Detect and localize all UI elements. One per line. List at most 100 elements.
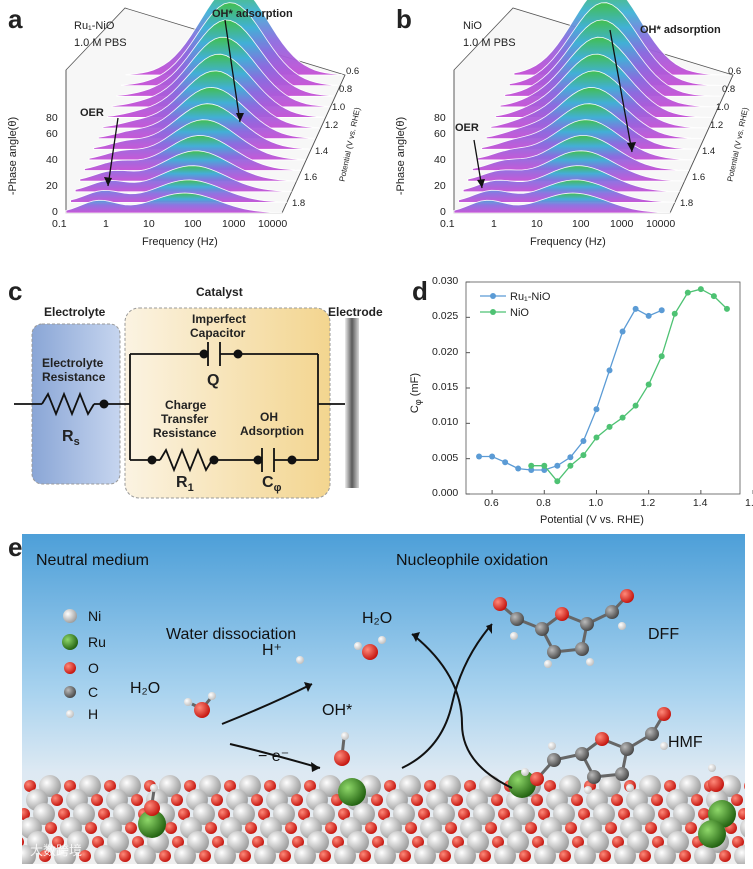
x-tick: 10 bbox=[143, 218, 155, 230]
oxygen-atom bbox=[51, 794, 63, 806]
y-tick-label: 0.030 bbox=[432, 275, 459, 287]
oxygen-atom bbox=[285, 822, 297, 834]
oxygen-atom bbox=[618, 808, 630, 820]
nickel-atom bbox=[273, 803, 295, 825]
oxygen-atom bbox=[92, 836, 104, 848]
nickel-atom bbox=[193, 803, 215, 825]
panel-b-label: b bbox=[396, 4, 412, 34]
nickel-atom bbox=[639, 775, 661, 797]
legend-ni: Ni bbox=[88, 608, 102, 624]
hydrogen bbox=[626, 784, 634, 792]
hydrogen bbox=[510, 632, 518, 640]
oxygen-atom bbox=[605, 822, 617, 834]
proton bbox=[296, 656, 304, 664]
nickel-atom bbox=[107, 831, 129, 853]
y-tick: 20 bbox=[46, 180, 58, 192]
nickel-atom bbox=[427, 831, 449, 853]
z-tick: 1.4 bbox=[702, 146, 716, 157]
water-hydrogen bbox=[208, 692, 216, 700]
z-tick: 1.2 bbox=[710, 120, 724, 131]
nickel-atom bbox=[467, 831, 489, 853]
panel-a-electrolyte: 1.0 M PBS bbox=[74, 37, 127, 49]
r1-symbol: R1 bbox=[176, 474, 194, 494]
data-point bbox=[632, 402, 639, 409]
nickel-atom bbox=[414, 845, 436, 864]
oxygen-atom bbox=[319, 850, 331, 862]
nickel-atom bbox=[267, 831, 289, 853]
oxygen-atom bbox=[279, 850, 291, 862]
oxygen-atom bbox=[104, 780, 116, 792]
rs-subscript: s bbox=[73, 436, 80, 449]
oxygen-atom bbox=[458, 808, 470, 820]
nickel-atom bbox=[599, 775, 621, 797]
legend-label: Ru₁-NiO bbox=[510, 291, 551, 303]
data-point bbox=[723, 305, 730, 312]
nickel-atom bbox=[199, 775, 221, 797]
nickel-atom bbox=[473, 803, 495, 825]
oxygen-atom bbox=[258, 808, 270, 820]
water-hydrogen bbox=[354, 642, 362, 650]
nickel-atom bbox=[740, 818, 745, 838]
x-tick: 1000 bbox=[222, 218, 246, 230]
y-tick: 20 bbox=[434, 180, 446, 192]
oxygen-atom bbox=[424, 780, 436, 792]
x-tick-label: 1. bbox=[745, 497, 753, 509]
x-tick: 100 bbox=[572, 218, 590, 230]
nickel-atom bbox=[27, 831, 49, 853]
z-tick: 0.8 bbox=[339, 84, 353, 95]
oxygen-atom bbox=[679, 850, 691, 862]
panel-b-sample: NiO bbox=[463, 20, 482, 32]
nickel-atom bbox=[67, 831, 89, 853]
hydrogen bbox=[548, 742, 556, 750]
cphi-chart: Ru₁-NiO NiO bbox=[465, 281, 753, 495]
oxygen bbox=[620, 589, 634, 603]
legend-c: C bbox=[88, 684, 99, 700]
oxygen-atom bbox=[332, 836, 344, 848]
nickel-atom bbox=[433, 803, 455, 825]
oh-oxygen bbox=[144, 800, 160, 816]
ring-carbon bbox=[587, 770, 601, 784]
oxygen-atom bbox=[178, 808, 190, 820]
z-tick: 0.6 bbox=[346, 66, 360, 77]
r1-desc-2: Transfer bbox=[161, 412, 209, 426]
water-hydrogen bbox=[378, 636, 386, 644]
ruthenium-atom bbox=[508, 770, 536, 798]
ring-carbon bbox=[620, 742, 634, 756]
x-tick: 100 bbox=[184, 218, 202, 230]
h-plus-label: H⁺ bbox=[262, 642, 282, 659]
oxygen-atom bbox=[445, 822, 457, 834]
nickel-atom bbox=[513, 803, 535, 825]
nickel-atom bbox=[319, 775, 341, 797]
process-label: Nucleophile oxidation bbox=[396, 552, 549, 569]
nickel-atom bbox=[614, 845, 636, 864]
legend-h-atom bbox=[66, 710, 74, 718]
nickel-atom bbox=[119, 775, 141, 797]
catalyst-box bbox=[124, 307, 331, 499]
oxygen-atom bbox=[218, 808, 230, 820]
oxygen-atom bbox=[479, 850, 491, 862]
series-line bbox=[531, 288, 728, 483]
nickel-atom bbox=[627, 831, 649, 853]
nickel-atom bbox=[94, 845, 116, 864]
nickel-atom bbox=[134, 845, 156, 864]
circuit-electrolyte-label: Electrolyte bbox=[44, 305, 106, 319]
data-point bbox=[697, 286, 704, 293]
hydrogen bbox=[660, 742, 668, 750]
y-tick: 60 bbox=[434, 128, 446, 140]
panel-a-sample: Ru₁-NiO bbox=[74, 20, 115, 32]
rs-desc-1: Electrolyte bbox=[42, 356, 104, 370]
nickel-atom bbox=[174, 845, 196, 864]
data-point bbox=[489, 453, 496, 460]
nickel-atom bbox=[254, 845, 276, 864]
oxygen-atom bbox=[525, 822, 537, 834]
oh-star-label: OH* bbox=[322, 702, 353, 719]
oxygen-atom bbox=[732, 836, 744, 848]
nickel-atom bbox=[593, 803, 615, 825]
oxygen-atom bbox=[639, 850, 651, 862]
water-dissociation-label: Water dissociation bbox=[166, 626, 297, 643]
nickel-atom bbox=[534, 845, 556, 864]
y-tick-label: 0.005 bbox=[432, 451, 459, 464]
oh-oxygen bbox=[334, 750, 350, 766]
panel-a-waterfall bbox=[65, 0, 346, 214]
hydrogen bbox=[584, 786, 592, 794]
